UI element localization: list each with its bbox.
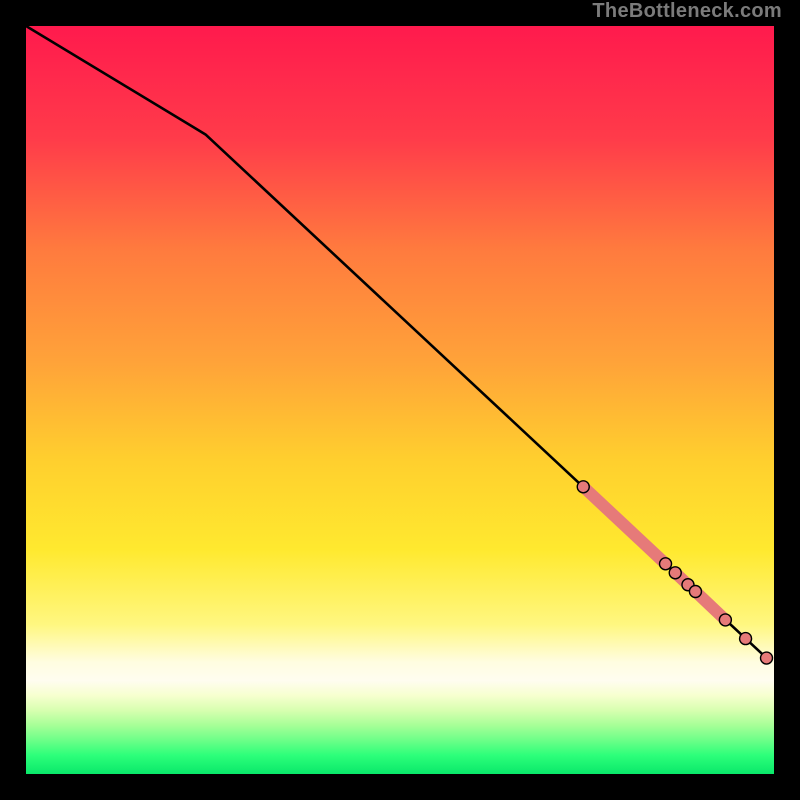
bottleneck-chart: [0, 0, 800, 800]
marker-dot: [740, 633, 752, 645]
marker-dot: [689, 585, 701, 597]
chart-stage: TheBottleneck.com: [0, 0, 800, 800]
marker-dot: [761, 652, 773, 664]
marker-dot: [577, 481, 589, 493]
marker-dot: [669, 567, 681, 579]
gradient-background: [26, 26, 774, 774]
marker-dot: [660, 558, 672, 570]
marker-dot: [719, 614, 731, 626]
